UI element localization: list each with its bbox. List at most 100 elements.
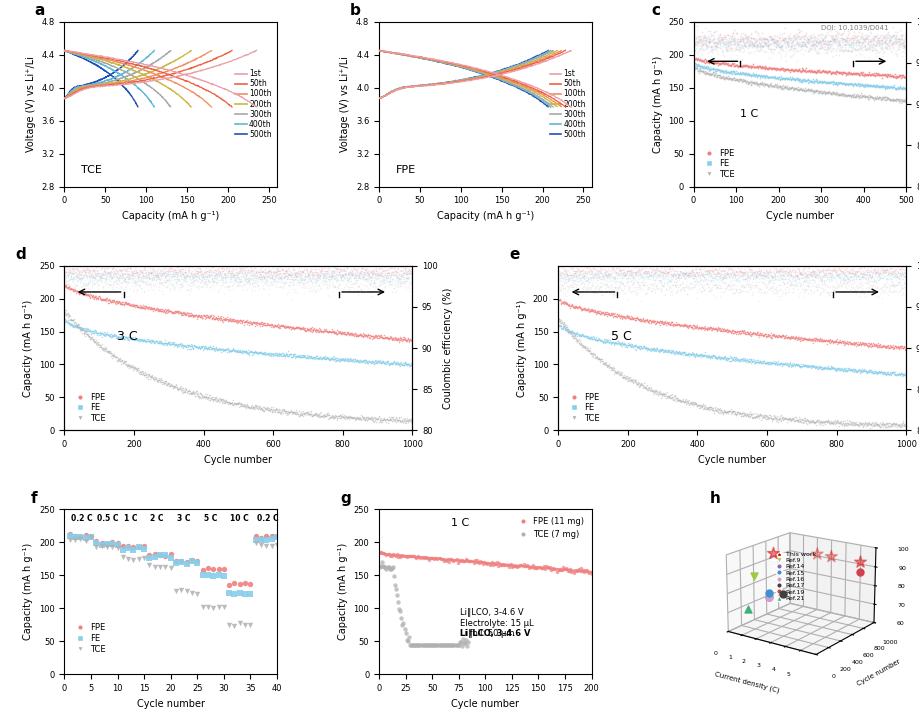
Point xyxy=(106,262,120,273)
Point xyxy=(782,265,797,276)
Point xyxy=(725,353,740,365)
Point xyxy=(227,313,242,325)
Point xyxy=(398,357,413,369)
Point xyxy=(346,412,361,423)
Point xyxy=(420,552,435,564)
Point xyxy=(711,325,726,336)
Point xyxy=(380,411,395,423)
Point xyxy=(632,268,647,280)
Point xyxy=(795,285,810,297)
Point xyxy=(111,353,126,365)
Point xyxy=(238,261,253,273)
Point xyxy=(848,280,863,291)
Point xyxy=(738,328,753,340)
Point xyxy=(153,305,168,317)
Point xyxy=(792,83,807,95)
Point xyxy=(697,401,711,413)
Point xyxy=(584,304,599,315)
Point xyxy=(727,355,742,366)
Point xyxy=(873,420,888,432)
Point xyxy=(810,46,824,58)
Point xyxy=(335,408,349,420)
Point xyxy=(209,341,223,352)
Point xyxy=(817,45,832,57)
Point xyxy=(111,295,126,307)
Point xyxy=(579,268,594,280)
Point xyxy=(700,267,715,278)
Point xyxy=(208,393,222,405)
Point xyxy=(863,33,878,44)
Point xyxy=(584,274,598,286)
Point xyxy=(139,336,153,348)
Point xyxy=(293,277,308,289)
Point xyxy=(360,412,375,423)
Point xyxy=(743,278,757,289)
Point xyxy=(650,344,664,355)
Point xyxy=(790,271,805,283)
Point xyxy=(653,389,668,400)
Point xyxy=(246,268,261,279)
Point xyxy=(703,57,718,68)
Point xyxy=(769,266,784,278)
Point xyxy=(795,360,810,372)
Point xyxy=(715,72,730,83)
Point xyxy=(794,268,809,280)
Point xyxy=(398,273,413,285)
Point xyxy=(798,40,812,51)
Point xyxy=(605,364,619,376)
Point xyxy=(398,281,413,293)
Point xyxy=(826,363,841,375)
Point xyxy=(765,271,779,283)
Point xyxy=(160,306,175,318)
Point xyxy=(828,266,843,278)
Point xyxy=(304,324,319,336)
Point xyxy=(149,281,164,292)
Point xyxy=(100,266,115,278)
Point xyxy=(65,283,80,295)
Point xyxy=(876,279,891,291)
Point xyxy=(149,372,164,384)
Point xyxy=(182,262,197,273)
Point xyxy=(70,264,85,276)
Point xyxy=(746,268,761,280)
Point xyxy=(714,352,729,363)
Point xyxy=(91,293,106,304)
Point xyxy=(724,325,739,336)
Point xyxy=(186,343,200,355)
Point xyxy=(96,326,111,338)
Point xyxy=(781,265,796,277)
Point xyxy=(374,414,389,426)
Point xyxy=(896,419,911,431)
Point xyxy=(206,563,221,575)
Point xyxy=(878,421,892,433)
Point xyxy=(257,402,272,414)
Point xyxy=(151,375,165,386)
Point xyxy=(630,313,644,325)
Point xyxy=(715,278,730,289)
Point xyxy=(164,339,178,350)
Point xyxy=(352,268,367,279)
Point xyxy=(142,549,156,560)
Point xyxy=(373,357,388,369)
Point xyxy=(261,265,276,277)
Point xyxy=(266,265,280,277)
Point xyxy=(681,267,696,278)
Point xyxy=(800,83,814,94)
Point xyxy=(784,64,799,75)
Point xyxy=(823,76,837,88)
Point xyxy=(173,265,187,277)
Point xyxy=(112,278,127,290)
Point xyxy=(75,279,90,291)
Point xyxy=(842,267,857,278)
Point xyxy=(165,268,180,280)
Point xyxy=(684,264,698,276)
Point xyxy=(153,304,168,315)
Point xyxy=(727,268,742,280)
Point xyxy=(570,291,584,303)
Point xyxy=(346,356,361,368)
Point xyxy=(723,263,738,275)
Point xyxy=(749,35,764,46)
Point xyxy=(708,63,722,75)
Point xyxy=(326,353,341,365)
Point xyxy=(738,60,753,72)
